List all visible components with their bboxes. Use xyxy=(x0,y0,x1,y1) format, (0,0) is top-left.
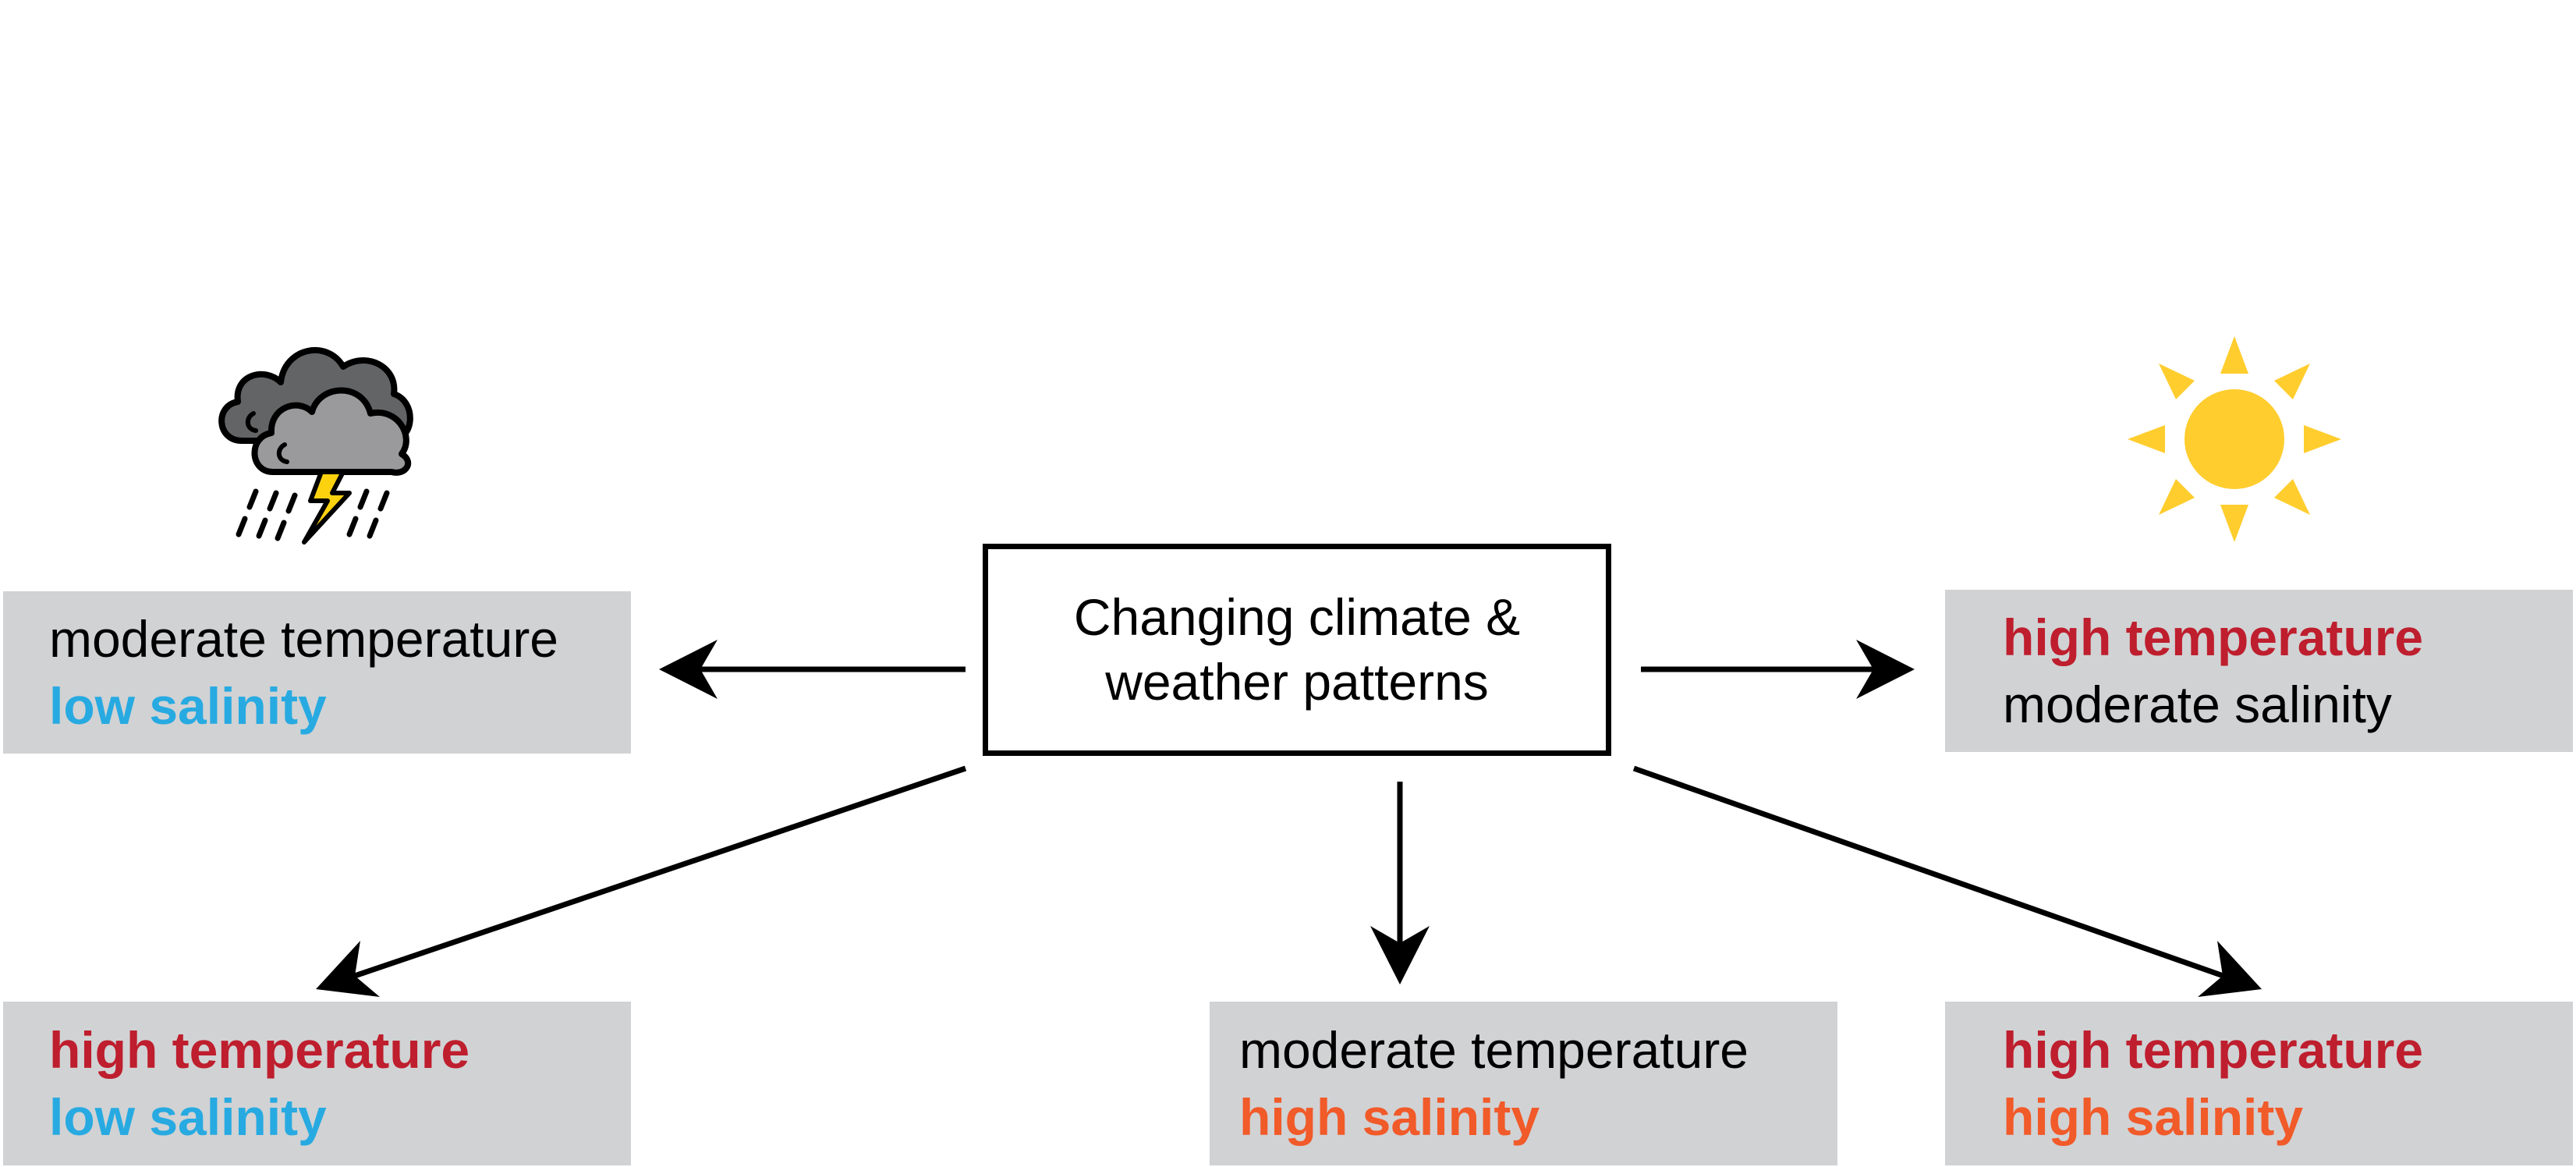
storm-cloud-icon xyxy=(218,346,413,544)
center-line-2: weather patterns xyxy=(1105,653,1489,711)
sun-icon xyxy=(2128,336,2341,542)
outcome-box-bottom-left: high temperature low salinity xyxy=(3,1002,631,1165)
outcome-right-temperature: high temperature xyxy=(2003,608,2424,666)
arrow-to-bottom-center-outcome xyxy=(1370,782,1430,984)
outcome-bottom-left-salinity: low salinity xyxy=(49,1088,327,1146)
outcome-bottom-left-temperature: high temperature xyxy=(49,1021,470,1079)
outcome-box-left: moderate temperature low salinity xyxy=(3,591,631,754)
arrow-to-right-outcome xyxy=(1641,640,1915,699)
outcome-left-temperature: moderate temperature xyxy=(49,610,559,668)
outcome-bottom-right-temperature: high temperature xyxy=(2003,1021,2424,1079)
outcome-box-right: high temperature moderate salinity xyxy=(1945,590,2573,752)
arrow-to-left-outcome xyxy=(659,640,966,699)
outcome-bottom-center-salinity: high salinity xyxy=(1239,1088,1540,1146)
center-cause-box: Changing climate & weather patterns xyxy=(983,544,1611,756)
arrow-to-bottom-left-outcome xyxy=(316,765,967,997)
outcome-box-bottom-center: moderate temperature high salinity xyxy=(1210,1002,1837,1165)
outcome-box-bottom-right: high temperature high salinity xyxy=(1945,1002,2573,1165)
arrow-to-bottom-right-outcome xyxy=(1632,765,2262,997)
outcome-bottom-right-salinity: high salinity xyxy=(2003,1088,2304,1146)
outcome-left-salinity: low salinity xyxy=(49,677,327,735)
outcome-right-salinity: moderate salinity xyxy=(2003,676,2392,733)
outcome-bottom-center-temperature: moderate temperature xyxy=(1239,1021,1749,1079)
center-line-1: Changing climate & xyxy=(1073,588,1521,646)
